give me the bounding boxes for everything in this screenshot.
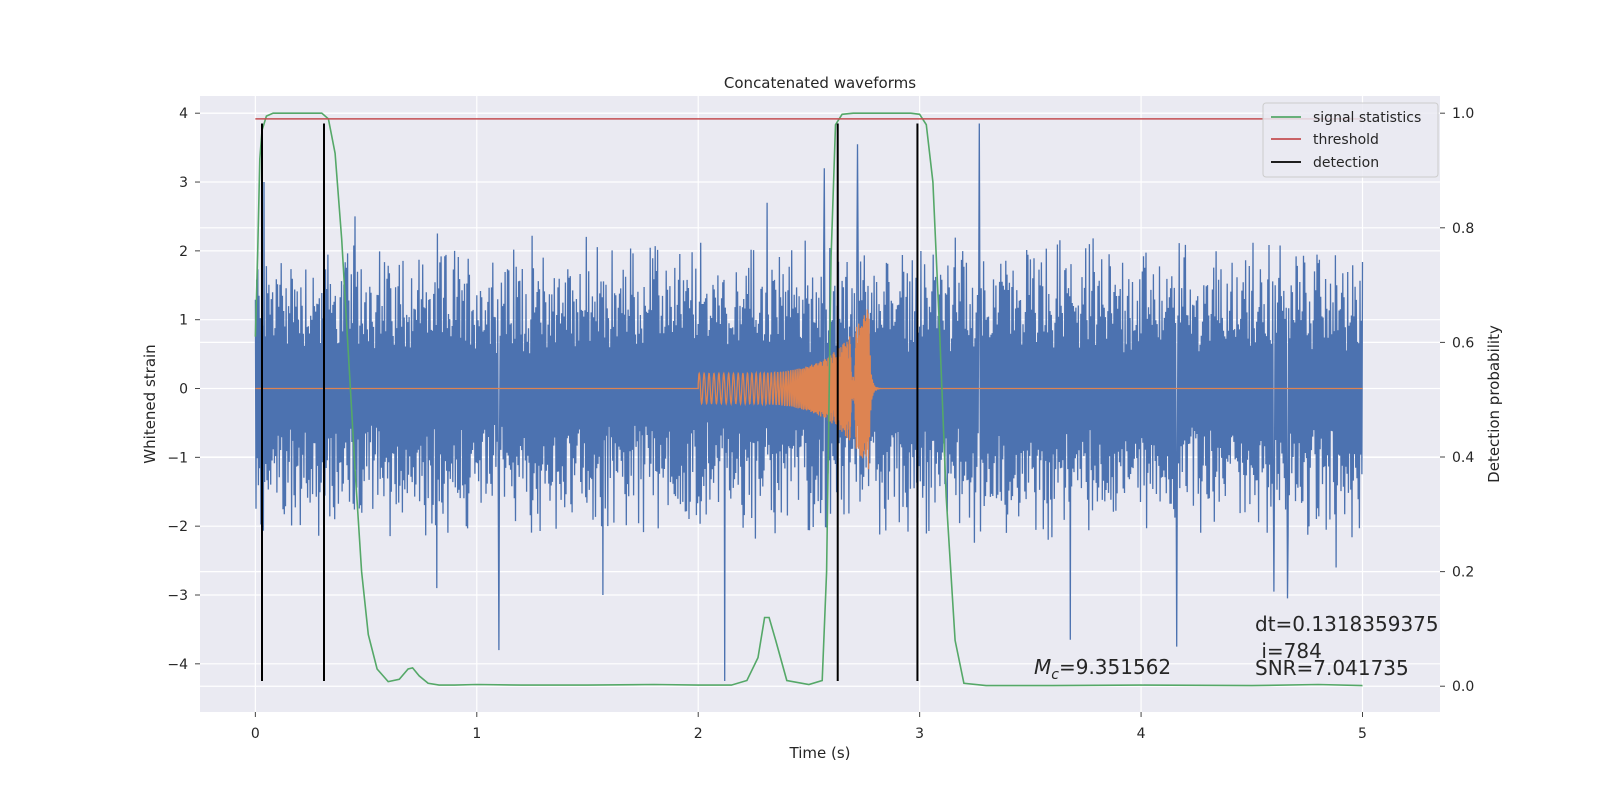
x-tick-label: 0: [251, 726, 260, 742]
y-tick-label: −4: [167, 657, 188, 673]
y2-tick-label: 0.8: [1452, 221, 1474, 237]
template-series-line: [255, 309, 1363, 470]
y2-tick-label: 1.0: [1452, 106, 1474, 122]
y-tick-label: 0: [179, 382, 188, 398]
x-tick-label: 2: [694, 726, 703, 742]
snr-annotation: SNR=7.041735: [1255, 656, 1409, 680]
y-tick-label: −2: [167, 519, 188, 535]
strain-series-line: [254, 123, 1364, 682]
x-tick-label: 1: [472, 726, 481, 742]
signal-statistics-line: [254, 112, 1363, 687]
y2-tick-label: 0.6: [1452, 335, 1474, 351]
y2-tick-label: 0.4: [1452, 450, 1474, 466]
dt-annotation: dt=0.1318359375: [1255, 612, 1439, 636]
legend-label-signal-statistics: signal statistics: [1313, 110, 1421, 126]
y-axis-label: Whitened strain: [141, 344, 159, 463]
x-axis-ticks: 0 1 2 3 4 5: [251, 712, 1367, 742]
plot-area: [254, 112, 1364, 687]
y-tick-label: 2: [179, 244, 188, 260]
y-tick-label: 4: [179, 106, 188, 122]
legend-label-detection: detection: [1313, 155, 1379, 171]
legend-box: [1262, 102, 1439, 178]
y-axis-ticks: −4 −3 −2 −1 0 1 2 3 4: [167, 106, 200, 673]
legend-label-threshold: threshold: [1313, 132, 1379, 148]
y2-axis-ticks: 0.0 0.2 0.4 0.6 0.8 1.0: [1440, 106, 1474, 695]
x-axis-label: Time (s): [789, 744, 851, 762]
x-tick-label: 3: [915, 726, 924, 742]
legend: signal statistics threshold detection: [1262, 102, 1439, 178]
i-annotation: i=784: [1255, 639, 1322, 663]
x-tick-label: 4: [1137, 726, 1146, 742]
y-tick-label: 3: [179, 175, 188, 191]
y2-tick-label: 0.0: [1452, 679, 1474, 695]
y-tick-label: −3: [167, 588, 188, 604]
chart-title: Concatenated waveforms: [724, 74, 916, 92]
y2-tick-label: 0.2: [1452, 565, 1474, 581]
y-tick-label: 1: [179, 313, 188, 329]
y2-axis-label: Detection probability: [1485, 325, 1503, 483]
mc-annotation: Mc=9.351562: [1034, 655, 1171, 683]
detection-lines: [261, 123, 919, 682]
x-tick-label: 5: [1358, 726, 1367, 742]
y-tick-label: −1: [167, 450, 188, 466]
